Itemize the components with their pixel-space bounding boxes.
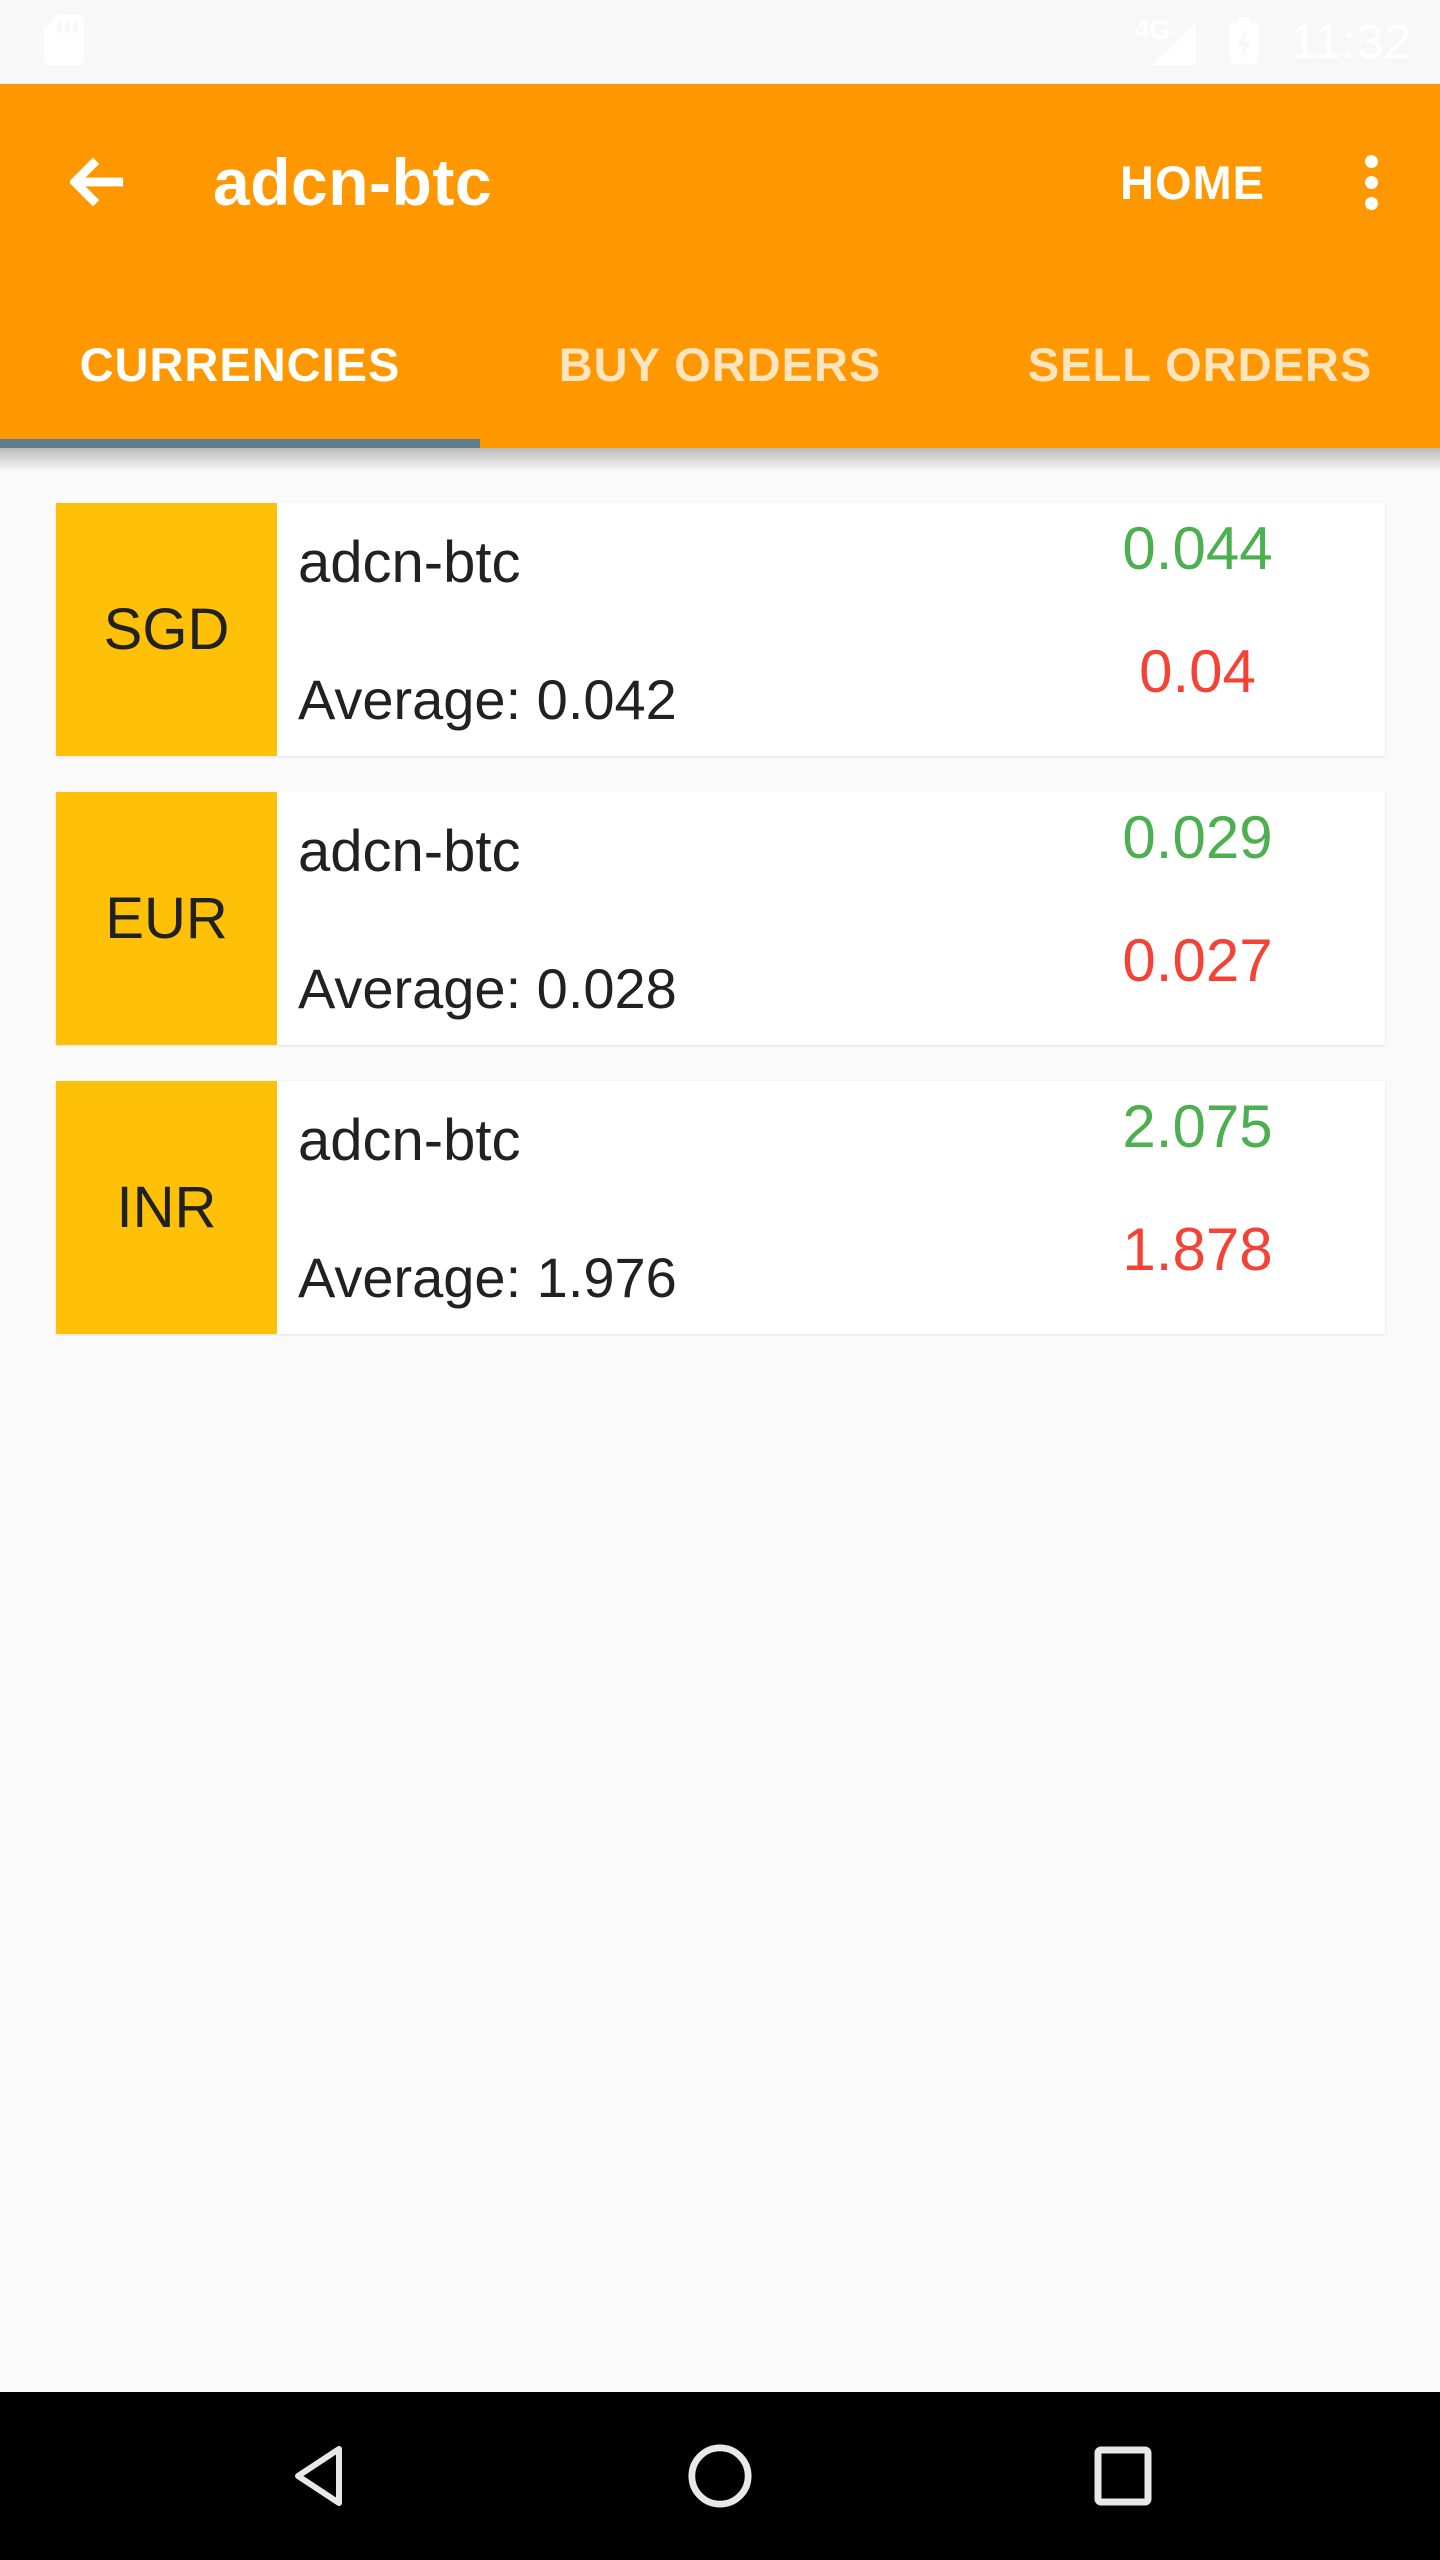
currency-row-values: 0.029 0.027	[1065, 792, 1330, 1045]
overflow-dot	[1365, 196, 1378, 210]
currency-code-badge: EUR	[56, 792, 277, 1045]
currency-row-values: 2.075 1.878	[1065, 1081, 1330, 1334]
battery-charging-icon	[1228, 15, 1260, 70]
currency-row-main: adcn-btc Average: 0.042	[277, 503, 1065, 756]
currency-row-main: adcn-btc Average: 1.976	[277, 1081, 1065, 1334]
network-type-label: 4G	[1134, 15, 1171, 45]
tab-buy-orders[interactable]: BUY ORDERS	[558, 337, 882, 391]
home-button[interactable]: HOME	[1120, 155, 1265, 209]
signal-strength-icon: 4G	[1134, 15, 1198, 67]
nav-home-icon	[688, 2444, 752, 2508]
value-low: 0.027	[1122, 927, 1273, 995]
value-high: 2.075	[1122, 1093, 1273, 1160]
tab-sell-orders[interactable]: SELL ORDERS	[1027, 337, 1373, 391]
active-tab-indicator	[0, 439, 480, 448]
sim-card-icon	[43, 14, 85, 71]
currency-code-badge: SGD	[56, 503, 277, 756]
currency-code-badge: INR	[56, 1081, 277, 1334]
pair-average: Average: 1.976	[298, 1246, 677, 1310]
currency-row-sgd[interactable]: SGD adcn-btc Average: 0.042 0.044 0.04	[56, 503, 1385, 756]
overflow-dot	[1365, 175, 1378, 189]
toolbar: adcn-btc HOME	[0, 84, 1440, 280]
pair-name: adcn-btc	[298, 1108, 521, 1173]
overflow-menu-button[interactable]	[1365, 154, 1378, 210]
status-bar-left	[0, 14, 85, 71]
value-high: 0.029	[1122, 804, 1273, 871]
nav-home-button[interactable]	[687, 2443, 753, 2509]
navigation-bar	[0, 2392, 1440, 2560]
currency-list: SGD adcn-btc Average: 0.042 0.044 0.04 E…	[0, 448, 1440, 2392]
status-bar: 4G 11:32	[0, 0, 1440, 84]
app-bar-shadow	[0, 448, 1440, 472]
tab-bar: CURRENCIES BUY ORDERS SELL ORDERS	[0, 280, 1440, 448]
currency-row-values: 0.044 0.04	[1065, 503, 1330, 756]
app-bar: adcn-btc HOME CURRENCIES BUY ORDERS SELL…	[0, 84, 1440, 448]
back-button[interactable]	[70, 154, 126, 210]
back-arrow-icon	[70, 157, 124, 207]
nav-recents-icon	[1094, 2446, 1152, 2506]
value-high: 0.044	[1122, 515, 1273, 582]
currency-row-main: adcn-btc Average: 0.028	[277, 792, 1065, 1045]
pair-name: adcn-btc	[298, 530, 521, 595]
status-bar-right: 4G 11:32	[1134, 15, 1440, 70]
currency-row-eur[interactable]: EUR adcn-btc Average: 0.028 0.029 0.027	[56, 792, 1385, 1045]
page-title: adcn-btc	[213, 145, 493, 219]
value-low: 1.878	[1122, 1216, 1273, 1284]
currency-row-inr[interactable]: INR adcn-btc Average: 1.976 2.075 1.878	[56, 1081, 1385, 1334]
nav-back-icon	[295, 2446, 342, 2506]
signal-triangle	[1152, 23, 1197, 65]
nav-recents-button[interactable]	[1090, 2443, 1156, 2509]
pair-name: adcn-btc	[298, 819, 521, 884]
tab-currencies[interactable]: CURRENCIES	[79, 337, 401, 391]
value-low: 0.04	[1139, 638, 1256, 706]
pair-average: Average: 0.028	[298, 957, 677, 1021]
pair-average: Average: 0.042	[298, 668, 677, 732]
clock-text: 11:32	[1290, 15, 1412, 69]
nav-back-button[interactable]	[284, 2443, 350, 2509]
overflow-dot	[1365, 154, 1378, 168]
